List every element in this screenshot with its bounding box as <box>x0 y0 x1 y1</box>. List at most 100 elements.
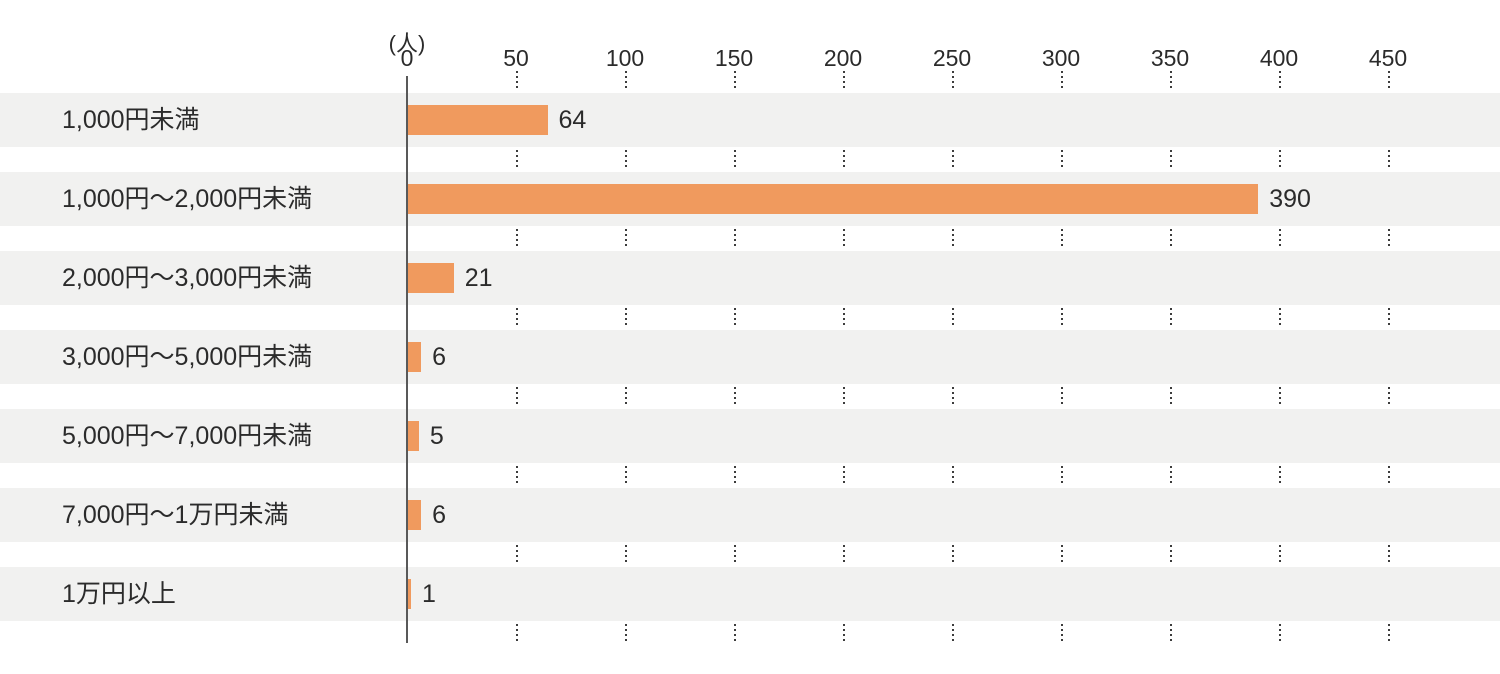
category-label: 1,000円〜2,000円未満 <box>62 185 313 213</box>
gridline-dots <box>952 71 954 90</box>
gridline-dots <box>516 466 518 485</box>
bar <box>408 342 422 372</box>
gridline-dots <box>1170 150 1172 169</box>
gridline-dots <box>952 466 954 485</box>
gridline-dots <box>625 71 627 90</box>
category-label: 1,000円未満 <box>62 106 200 134</box>
gridline-dots <box>1388 466 1390 485</box>
gridline-dots <box>1388 229 1390 248</box>
gridline-dots <box>1279 466 1281 485</box>
bar <box>408 263 454 293</box>
gridline-dots <box>516 150 518 169</box>
gridline-dots <box>734 545 736 564</box>
table-row: 1,000円〜2,000円未満 390 <box>0 172 1500 226</box>
gridline-dots <box>843 71 845 90</box>
table-row: 2,000円〜3,000円未満 21 <box>0 251 1500 305</box>
category-label: 2,000円〜3,000円未満 <box>62 264 313 292</box>
gridline-dots <box>1279 229 1281 248</box>
bar <box>408 579 411 609</box>
gridline-dots <box>1170 71 1172 90</box>
category-label: 3,000円〜5,000円未満 <box>62 343 313 371</box>
gridline-dots <box>843 229 845 248</box>
gridline-dots <box>516 624 518 643</box>
category-label: 5,000円〜7,000円未満 <box>62 422 313 450</box>
gridline-dots <box>1388 624 1390 643</box>
y-axis-line <box>406 76 408 643</box>
x-tick-label: 450 <box>1368 45 1408 71</box>
gridline-dots <box>1061 545 1063 564</box>
x-tick-label: 200 <box>823 45 863 71</box>
gridline-dots <box>516 545 518 564</box>
gridline-dots <box>1170 466 1172 485</box>
gridline-dots <box>734 466 736 485</box>
gridline-dots <box>843 466 845 485</box>
x-tick-label: 150 <box>714 45 754 71</box>
axis-unit-label: (人) <box>388 31 426 56</box>
gridline-dots <box>1061 466 1063 485</box>
gridline-dots <box>1388 308 1390 327</box>
gridline-dots <box>1279 150 1281 169</box>
gridline-dots <box>1170 387 1172 406</box>
gridline-dots <box>952 387 954 406</box>
gridline-dots <box>734 150 736 169</box>
x-tick-label: 50 <box>503 45 529 71</box>
gridline-dots <box>1170 624 1172 643</box>
bar <box>408 184 1259 214</box>
bar-value-label: 6 <box>432 501 446 529</box>
gridline-dots <box>516 308 518 327</box>
gridline-dots <box>1279 308 1281 327</box>
gridline-dots <box>843 624 845 643</box>
table-row: 1,000円未満 64 <box>0 93 1500 147</box>
gridline-dots <box>1170 308 1172 327</box>
gridline-dots <box>1388 150 1390 169</box>
category-label: 7,000円〜1万円未満 <box>62 501 289 529</box>
gridline-dots <box>843 545 845 564</box>
gridline-dots <box>1170 545 1172 564</box>
bar-value-label: 5 <box>429 422 444 450</box>
table-row: 5,000円〜7,000円未満 5 <box>0 409 1500 463</box>
bar-value-label: 1 <box>422 580 436 608</box>
gridline-dots <box>1388 387 1390 406</box>
gridline-dots <box>1388 545 1390 564</box>
x-tick-label: 350 <box>1150 45 1190 71</box>
gridline-dots <box>1388 71 1390 90</box>
gridline-dots <box>1279 387 1281 406</box>
gridline-dots <box>625 545 627 564</box>
gridline-dots <box>734 387 736 406</box>
gridline-dots <box>625 466 627 485</box>
gridline-dots <box>952 229 954 248</box>
x-tick-label: 250 <box>932 45 972 71</box>
gridline-dots <box>516 387 518 406</box>
gridline-dots <box>734 229 736 248</box>
gridline-dots <box>843 387 845 406</box>
x-tick-label: 400 <box>1259 45 1299 71</box>
gridline-dots <box>516 71 518 90</box>
gridline-dots <box>625 624 627 643</box>
gridline-dots <box>952 308 954 327</box>
gridline-dots <box>1061 150 1063 169</box>
gridline-dots <box>952 150 954 169</box>
bar-value-label: 390 <box>1269 185 1311 213</box>
category-label: 1万円以上 <box>62 580 176 608</box>
gridline-dots <box>1061 308 1063 327</box>
gridline-dots <box>734 308 736 327</box>
bar <box>408 500 422 530</box>
bar <box>408 421 419 451</box>
gridline-dots <box>734 624 736 643</box>
bar-value-label: 21 <box>464 264 493 292</box>
gridline-dots <box>843 308 845 327</box>
gridline-dots <box>952 545 954 564</box>
x-tick-label: 300 <box>1041 45 1081 71</box>
table-row: 1万円以上 1 <box>0 567 1500 621</box>
gridline-dots <box>1061 229 1063 248</box>
gridline-dots <box>1170 229 1172 248</box>
gridline-dots <box>1279 545 1281 564</box>
gridline-dots <box>625 229 627 248</box>
gridline-dots <box>516 229 518 248</box>
gridline-dots <box>1279 624 1281 643</box>
gridline-dots <box>734 71 736 90</box>
x-tick-label: 0 <box>400 45 414 71</box>
gridline-dots <box>952 624 954 643</box>
gridline-dots <box>1061 71 1063 90</box>
